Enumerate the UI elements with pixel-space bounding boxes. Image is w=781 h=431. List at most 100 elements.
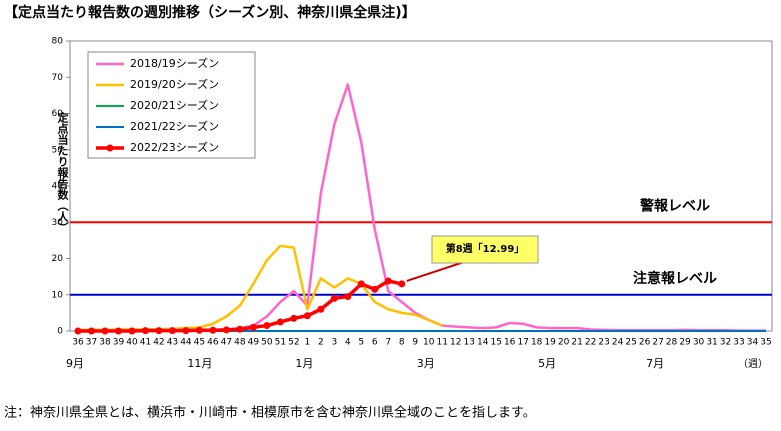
x-tick-label: 42: [153, 338, 164, 348]
x-tick-label: 43: [167, 338, 178, 348]
x-tick-label: 4: [345, 338, 351, 348]
x-tick-label: 34: [747, 338, 759, 348]
legend-marker: [106, 144, 114, 152]
x-tick-label: 29: [679, 338, 691, 348]
month-label: 1月: [295, 357, 313, 370]
x-tick-label: 10: [423, 338, 435, 348]
marker: [384, 277, 392, 285]
legend-label: 2020/21シーズン: [130, 98, 219, 112]
x-tick-label: 30: [693, 338, 705, 348]
marker: [209, 326, 217, 334]
marker: [155, 327, 163, 335]
x-tick-label: 19: [544, 338, 556, 348]
marker: [263, 322, 271, 330]
month-label: 5月: [538, 357, 556, 370]
footnote: 注：神奈川県全県とは、横浜市・川崎市・相模原市を含む神奈川県全域のことを指します…: [4, 405, 536, 421]
y-axis-label: 定点当たり報告数（人）: [56, 111, 70, 233]
marker: [101, 327, 109, 335]
x-tick-label: 52: [288, 338, 299, 348]
x-tick-label: 27: [652, 338, 663, 348]
marker: [74, 327, 82, 335]
x-tick-label: 36: [72, 338, 84, 348]
x-tick-label: 1: [304, 338, 310, 348]
annotation-text: 第8週「12.99」: [446, 242, 525, 255]
month-label: 3月: [417, 357, 435, 370]
x-tick-label: 8: [399, 338, 405, 348]
x-tick-label: 51: [275, 338, 286, 348]
x-tick-label: 45: [194, 338, 205, 348]
marker: [398, 280, 406, 288]
x-tick-label: 26: [639, 338, 651, 348]
marker: [182, 327, 190, 335]
x-tick-label: 39: [113, 338, 125, 348]
chart-title: 【定点当たり報告数の週別推移（シーズン別、神奈川県全県注)】: [4, 4, 416, 21]
y-tick-label: 10: [52, 290, 64, 300]
y-tick-label: 40: [52, 182, 64, 192]
x-tick-label: 49: [248, 338, 260, 348]
x-tick-label: 12: [450, 338, 461, 348]
y-tick-label: 70: [52, 73, 64, 83]
marker: [303, 312, 311, 320]
x-tick-label: 6: [372, 338, 378, 348]
y-tick-label: 80: [52, 37, 64, 47]
x-tick-label: 16: [504, 338, 516, 348]
marker: [344, 293, 352, 301]
x-tick-label: 46: [207, 338, 219, 348]
x-tick-label: 11: [437, 338, 448, 348]
x-tick-label: 48: [234, 338, 246, 348]
y-tick-label: 30: [52, 218, 64, 228]
marker: [141, 327, 149, 335]
marker: [195, 326, 203, 334]
x-tick-label: 24: [612, 338, 624, 348]
x-tick-label: 33: [733, 338, 744, 348]
marker: [168, 327, 176, 335]
x-tick-label: 32: [720, 338, 731, 348]
month-label: 9月: [66, 357, 84, 370]
x-tick-label: 44: [180, 338, 192, 348]
x-tick-label: 17: [517, 338, 528, 348]
x-tick-label: 31: [706, 338, 717, 348]
legend-label: 2019/20シーズン: [130, 77, 219, 91]
y-tick-label: 0: [57, 327, 63, 337]
x-tick-label: 2: [318, 338, 324, 348]
reference-label: 注意報レベル: [633, 270, 717, 287]
marker: [357, 280, 365, 288]
x-tick-label: 9: [412, 338, 418, 348]
x-tick-label: 40: [126, 338, 138, 348]
legend: 2018/19シーズン 2019/20シーズン 2020/21シーズン 2021/22…: [87, 51, 256, 159]
marker: [371, 285, 379, 293]
x-tick-label: 15: [490, 338, 501, 348]
marker: [330, 294, 338, 302]
marker: [114, 327, 122, 335]
marker: [317, 305, 325, 313]
marker: [222, 326, 230, 334]
reference-label: 警報レベル: [640, 197, 710, 214]
x-tick-label: 3: [331, 338, 337, 348]
x-tick-label: 28: [666, 338, 678, 348]
x-tick-label: 23: [598, 338, 609, 348]
x-tick-label: 22: [585, 338, 596, 348]
x-tick-label: 7: [385, 338, 391, 348]
marker: [87, 327, 95, 335]
legend-label: 2018/19シーズン: [130, 56, 219, 70]
x-tick-label: 5: [358, 338, 364, 348]
x-tick-label: 38: [99, 338, 111, 348]
month-label: 11月: [187, 357, 212, 370]
x-tick-label: 21: [571, 338, 582, 348]
legend-label: 2022/23シーズン: [130, 140, 219, 154]
x-tick-label: 37: [86, 338, 97, 348]
x-tick-label: 18: [531, 338, 543, 348]
x-tick-label: 25: [625, 338, 636, 348]
x-tick-label: 13: [463, 338, 474, 348]
x-unit: （週）: [738, 358, 768, 370]
y-tick-label: 60: [52, 109, 64, 119]
marker: [236, 325, 244, 333]
annotation-box: [431, 235, 539, 264]
x-tick-label: 50: [261, 338, 273, 348]
marker: [276, 318, 284, 326]
month-label: 7月: [646, 357, 664, 370]
x-tick-label: 35: [760, 338, 771, 348]
legend-label: 2021/22シーズン: [130, 119, 219, 133]
y-tick-label: 20: [52, 254, 64, 264]
